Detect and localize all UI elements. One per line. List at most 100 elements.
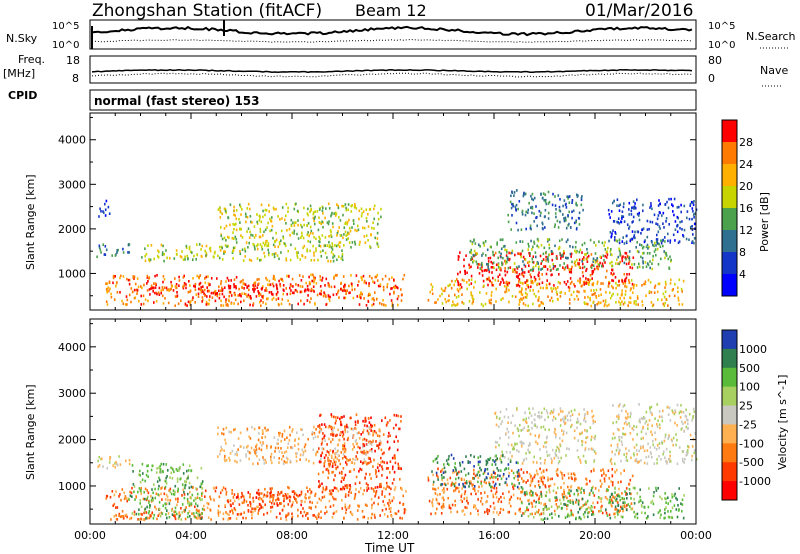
- heatmap-cell: [600, 301, 602, 305]
- heatmap-cell: [377, 446, 380, 450]
- heatmap-cell: [572, 472, 575, 475]
- heatmap-cell: [325, 453, 327, 457]
- heatmap-cell: [436, 501, 439, 505]
- heatmap-cell: [357, 419, 359, 423]
- heatmap-cell: [567, 503, 569, 507]
- heatmap-cell: [523, 479, 525, 483]
- heatmap-cell: [249, 295, 252, 298]
- heatmap-cell: [341, 488, 343, 491]
- heatmap-cell: [585, 267, 588, 271]
- heatmap-cell: [333, 277, 335, 280]
- heatmap-cell: [345, 238, 348, 241]
- heatmap-cell: [530, 279, 532, 282]
- heatmap-cell: [610, 284, 613, 288]
- heatmap-cell: [189, 250, 192, 254]
- heatmap-cell: [624, 293, 627, 296]
- heatmap-cell: [350, 210, 353, 213]
- heatmap-cell: [287, 513, 290, 516]
- heatmap-cell: [322, 487, 325, 491]
- heatmap-cell: [536, 244, 538, 248]
- heatmap-cell: [195, 508, 198, 512]
- heatmap-cell: [339, 432, 342, 435]
- heatmap-cell: [233, 205, 235, 209]
- heatmap-cell: [586, 429, 588, 432]
- heatmap-cell: [552, 192, 554, 196]
- heatmap-cell: [563, 502, 565, 506]
- heatmap-cell: [314, 492, 317, 496]
- heatmap-cell: [324, 425, 327, 429]
- heatmap-cell: [109, 495, 112, 499]
- heatmap-cell: [363, 226, 366, 230]
- heatmap-cell: [452, 471, 454, 474]
- heatmap-cell: [608, 213, 611, 216]
- heatmap-cell: [625, 410, 627, 413]
- heatmap-cell: [219, 249, 222, 252]
- heatmap-cell: [552, 489, 555, 492]
- heatmap-cell: [492, 250, 494, 254]
- heatmap-cell: [257, 438, 260, 442]
- heatmap-cell: [137, 285, 140, 289]
- heatmap-cell: [441, 292, 443, 296]
- heatmap-cell: [566, 496, 568, 500]
- heatmap-cell: [524, 265, 527, 268]
- heatmap-cell: [608, 280, 610, 284]
- heatmap-cell: [258, 292, 260, 295]
- heatmap-cell: [592, 414, 595, 418]
- heatmap-cell: [216, 277, 218, 280]
- heatmap-cell: [569, 268, 571, 271]
- heatmap-cell: [171, 477, 174, 480]
- heatmap-cell: [193, 499, 195, 502]
- heatmap-cell: [631, 507, 633, 511]
- heatmap-cell: [592, 264, 595, 267]
- heatmap-cell: [460, 498, 462, 502]
- heatmap-cell: [544, 485, 547, 489]
- heatmap-cell: [235, 228, 238, 232]
- heatmap-cell: [194, 301, 196, 304]
- heatmap-cell: [307, 207, 309, 211]
- heatmap-cell: [241, 501, 244, 505]
- heatmap-cell: [234, 298, 237, 302]
- heatmap-cell: [298, 494, 301, 497]
- heatmap-cell: [657, 282, 660, 286]
- heatmap-cell: [631, 221, 633, 224]
- heatmap-cell: [540, 411, 543, 415]
- heatmap-cell: [477, 509, 479, 513]
- heatmap-cell: [439, 493, 441, 496]
- heatmap-cell: [558, 246, 561, 250]
- heatmap-cell: [336, 273, 338, 277]
- heatmap-cell: [128, 282, 131, 286]
- heatmap-cell: [523, 263, 526, 267]
- heatmap-cell: [222, 486, 225, 489]
- heatmap-cell: [274, 450, 276, 453]
- heatmap-cell: [295, 455, 298, 459]
- heatmap-cell: [329, 489, 331, 493]
- heatmap-cell: [552, 263, 554, 266]
- heatmap-cell: [490, 489, 493, 493]
- heatmap-cell: [440, 287, 443, 291]
- heatmap-cell: [453, 283, 455, 287]
- heatmap-cell: [180, 255, 183, 259]
- heatmap-cell: [577, 456, 580, 459]
- heatmap-cell: [528, 251, 530, 255]
- heatmap-cell: [125, 459, 127, 463]
- heatmap-cell: [603, 472, 605, 476]
- heatmap-cell: [321, 279, 323, 282]
- heatmap-cell: [123, 491, 125, 495]
- heatmap-cell: [475, 260, 478, 264]
- heatmap-cell: [275, 515, 278, 519]
- heatmap-cell: [259, 243, 262, 246]
- heatmap-cell: [661, 298, 663, 302]
- heatmap-cell: [393, 470, 396, 474]
- heatmap-cell: [524, 510, 527, 513]
- heatmap-cell: [198, 243, 201, 246]
- heatmap-cell: [285, 494, 288, 498]
- heatmap-cell: [548, 428, 550, 432]
- heatmap-cell: [239, 280, 242, 284]
- heatmap-cell: [565, 431, 568, 435]
- heatmap-cell: [518, 487, 520, 491]
- heatmap-cell: [388, 507, 391, 510]
- heatmap-cell: [247, 504, 249, 507]
- heatmap-cell: [520, 297, 522, 301]
- heatmap-cell: [280, 302, 283, 306]
- heatmap-cell: [189, 300, 192, 303]
